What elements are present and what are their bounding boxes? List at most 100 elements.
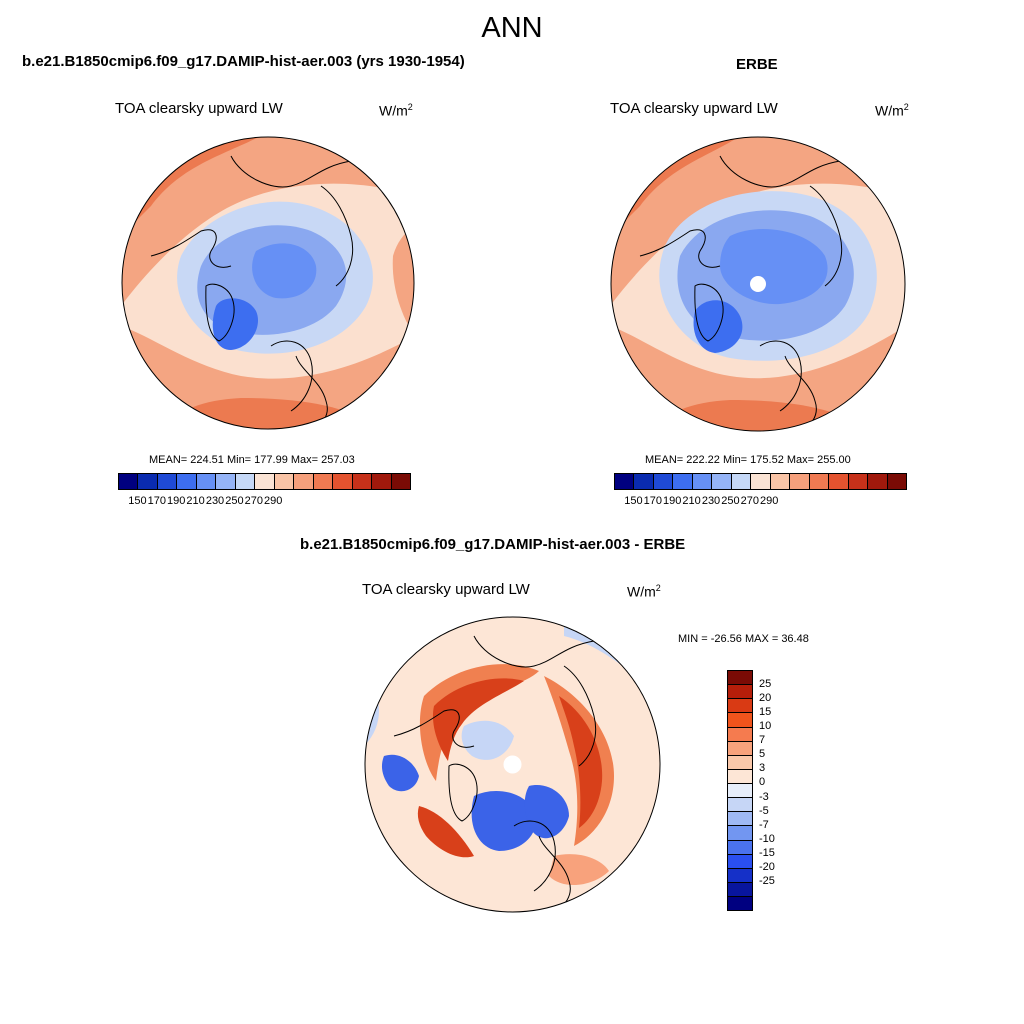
colorbar-swatch [728, 699, 752, 714]
panel-model-units: W/m2 [379, 102, 413, 119]
colorbar-tick-label: 230 [701, 495, 721, 507]
colorbar-tick-label: 190 [663, 495, 682, 507]
map-difference [364, 616, 661, 913]
colorbar-swatch [712, 474, 732, 489]
colorbar-tick-label: 150 [128, 495, 147, 507]
colorbar-swatch [829, 474, 849, 489]
colorbar-swatch [728, 741, 752, 756]
colorbar-swatch [728, 840, 752, 855]
colorbar-tick-label: 5 [759, 748, 766, 761]
colorbar-swatch [728, 685, 752, 700]
colorbar-tick-label: 25 [759, 678, 772, 691]
colorbar-swatch [333, 474, 353, 489]
colorbar-tick-label: 250 [225, 495, 244, 507]
colorbar-tick-label: 210 [682, 495, 701, 507]
colorbar-swatch [391, 474, 411, 489]
colorbar-swatch [728, 812, 752, 827]
colorbar-tick-label: -10 [759, 832, 775, 845]
colorbar-obs [614, 473, 907, 490]
map-model [121, 136, 415, 430]
colorbar-swatch [313, 474, 334, 489]
colorbar-swatch [731, 474, 752, 489]
colorbar-swatch [692, 474, 713, 489]
colorbar-swatch [274, 474, 295, 489]
colorbar-tick-label: 210 [186, 495, 205, 507]
colorbar-swatch [728, 769, 752, 784]
colorbar-tick-label: 0 [759, 776, 766, 789]
panel-diff-units: W/m2 [627, 583, 661, 600]
colorbar-tick-label: 7 [759, 734, 766, 747]
colorbar-tick-label: 190 [167, 495, 186, 507]
colorbar-tick-label: -3 [759, 790, 769, 803]
panel-diff-title: b.e21.B1850cmip6.f09_g17.DAMIP-hist-aer.… [300, 536, 686, 553]
colorbar-tick-label: 20 [759, 692, 772, 705]
colorbar-difference [727, 670, 753, 911]
colorbar-tick-label: 150 [624, 495, 643, 507]
colorbar-tick-label: -20 [759, 860, 775, 873]
colorbar-swatch [848, 474, 869, 489]
colorbar-swatch [119, 474, 139, 489]
colorbar-swatch [138, 474, 158, 489]
colorbar-swatch [728, 826, 752, 841]
colorbar-swatch [728, 727, 752, 742]
panel-model-stats: MEAN= 224.51 Min= 177.99 Max= 257.03 [149, 454, 355, 466]
colorbar-swatch [157, 474, 178, 489]
colorbar-swatch [790, 474, 810, 489]
colorbar-tick-label: 290 [264, 495, 283, 507]
colorbar-tick-label: -5 [759, 804, 769, 817]
colorbar-tick-label: 3 [759, 762, 766, 775]
colorbar-swatch [809, 474, 830, 489]
colorbar-swatch [653, 474, 674, 489]
colorbar-swatch [294, 474, 314, 489]
colorbar-tick-label: -25 [759, 874, 775, 887]
colorbar-swatch [728, 784, 752, 799]
colorbar-swatch [235, 474, 256, 489]
colorbar-swatch [728, 671, 752, 686]
colorbar-swatch [728, 713, 752, 728]
panel-obs-title: ERBE [736, 56, 778, 73]
colorbar-swatch [770, 474, 791, 489]
colorbar-swatch [728, 882, 752, 897]
colorbar-swatch [728, 868, 752, 883]
colorbar-tick-label: 250 [721, 495, 740, 507]
colorbar-swatch [751, 474, 771, 489]
colorbar-difference-ticks: 25 20 15 10 7 5 3 0 -3 -5 -7 -10 -15 -20 -25 [759, 670, 799, 909]
panel-diff-variable: TOA clearsky upward LW [362, 581, 530, 598]
colorbar-tick-label: 230 [205, 495, 225, 507]
colorbar-tick-label: -15 [759, 846, 775, 859]
colorbar-tick-label: 270 [244, 495, 263, 507]
colorbar-tick-label: 290 [760, 495, 779, 507]
colorbar-model-ticks: 150 170 190 210 230 250 270 290 [118, 495, 409, 509]
colorbar-swatch [615, 474, 635, 489]
panel-diff-stats: MIN = -26.56 MAX = 36.48 [678, 633, 809, 645]
panel-obs-stats: MEAN= 222.22 Min= 175.52 Max= 255.00 [645, 454, 851, 466]
panel-model-variable: TOA clearsky upward LW [115, 100, 283, 117]
colorbar-swatch [728, 897, 752, 911]
panel-obs-variable: TOA clearsky upward LW [610, 100, 778, 117]
colorbar-tick-label: 170 [643, 495, 662, 507]
colorbar-tick-label: 270 [740, 495, 759, 507]
colorbar-swatch [372, 474, 392, 489]
colorbar-swatch [255, 474, 275, 489]
panel-obs-units: W/m2 [875, 102, 909, 119]
colorbar-swatch [352, 474, 373, 489]
colorbar-swatch [868, 474, 888, 489]
colorbar-swatch [728, 854, 752, 869]
colorbar-swatch [196, 474, 217, 489]
panel-model-title: b.e21.B1850cmip6.f09_g17.DAMIP-hist-aer.… [22, 53, 465, 70]
colorbar-tick-label: 10 [759, 720, 772, 733]
map-obs [610, 136, 906, 432]
figure-title: ANN [481, 12, 543, 44]
colorbar-tick-label: 170 [147, 495, 166, 507]
colorbar-swatch [673, 474, 693, 489]
colorbar-swatch [216, 474, 236, 489]
colorbar-swatch [728, 755, 752, 770]
colorbar-obs-ticks: 150 170 190 210 230 250 270 290 [614, 495, 905, 509]
colorbar-swatch [887, 474, 907, 489]
colorbar-swatch [177, 474, 197, 489]
colorbar-tick-label: 15 [759, 706, 772, 719]
colorbar-swatch [728, 798, 752, 813]
colorbar-swatch [634, 474, 654, 489]
colorbar-tick-label: -7 [759, 818, 769, 831]
colorbar-model [118, 473, 411, 490]
